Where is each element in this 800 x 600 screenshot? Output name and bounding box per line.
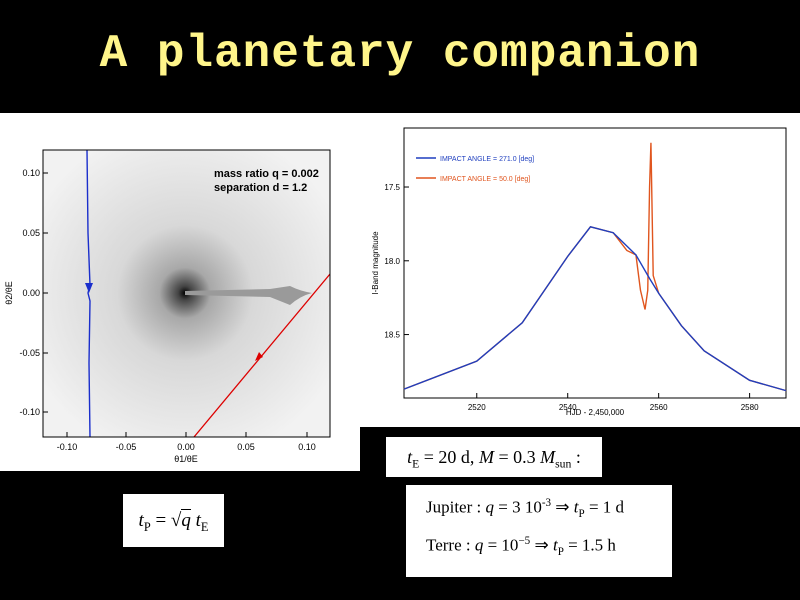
symbol-q: q <box>474 535 484 555</box>
y-tick-label: 0.00 <box>22 288 40 298</box>
y-tick-label: 18.0 <box>384 257 400 266</box>
symbol-t: t <box>407 447 413 467</box>
y-tick-label: 0.10 <box>22 168 40 178</box>
sqrt-icon: √ <box>170 510 182 531</box>
symbol-t: t <box>138 510 144 531</box>
symbol-t: t <box>195 510 201 531</box>
subscript-e: E <box>200 519 209 534</box>
slide-title: A planetary companion <box>99 28 701 80</box>
earth-line: Terre : q = 10−5 ⇒ tP = 1.5 h <box>426 535 616 558</box>
implies-arrow-icon: ⇒ <box>551 497 574 517</box>
eq-text: : <box>571 447 581 467</box>
y-tick-label: -0.05 <box>19 348 40 358</box>
y-tick-label: 17.5 <box>384 183 400 192</box>
chart-frame <box>403 127 787 399</box>
planet-label: Terre : <box>426 535 475 555</box>
subscript-sun: sun <box>555 457 572 471</box>
eq-text: = 1 d <box>584 497 625 517</box>
x-axis-label: HJD - 2,450,000 <box>566 408 625 417</box>
subscript-p: P <box>578 508 585 521</box>
x-tick-label: 0.10 <box>298 442 316 452</box>
source-track-red <box>193 273 330 437</box>
subscript-p: P <box>143 519 151 534</box>
y-axis-label: θ2/θE <box>4 281 14 305</box>
annotation-mass-ratio: mass ratio q = 0.002 <box>214 168 319 180</box>
symbol-q: q <box>485 497 495 517</box>
eq-text: = 10 <box>483 535 519 555</box>
magnification-map: mass ratio q = 0.002 separation d = 1.2 … <box>4 149 331 464</box>
eq-text: = 1.5 h <box>563 535 616 555</box>
light-curve-panel: 2520 2540 2560 2580 17.5 18.0 18.5 IMPACT ANGL… <box>360 113 800 427</box>
eq-text: = 0.3 <box>493 447 541 467</box>
annotation-separation: separation d = 1.2 <box>214 182 307 194</box>
legend-label: IMPACT ANGLE = 50.0 [deg] <box>440 176 530 183</box>
x-tick-label: -0.10 <box>57 442 78 452</box>
exponent: −5 <box>518 535 531 547</box>
exponent: -3 <box>541 497 552 509</box>
eq-text: = 3 10 <box>494 497 542 517</box>
jupiter-line: Jupiter : q = 3 10-3 ⇒ tP = 1 d <box>426 497 624 520</box>
x-axis-label: θ1/θE <box>174 454 198 464</box>
symbol-m: M <box>478 447 494 467</box>
x-tick-label: 2580 <box>741 403 759 412</box>
y-tick-label: 18.5 <box>384 331 400 340</box>
series-line <box>403 226 787 392</box>
x-tick-label: 2540 <box>559 403 577 412</box>
legend-label: IMPACT ANGLE = 271.0 [deg] <box>440 156 534 163</box>
eq-text: = <box>150 510 171 531</box>
track-arrow-icon <box>85 283 93 293</box>
x-tick-label: 2560 <box>650 403 668 412</box>
magnification-map-panel: mass ratio q = 0.002 separation d = 1.2 … <box>0 113 360 471</box>
planet-label: Jupiter : <box>426 497 486 517</box>
planet-time-formula-box: tP = √q tE <box>123 494 224 547</box>
planetary-caustic <box>185 286 312 305</box>
track-arrow-icon <box>255 352 263 361</box>
symbol-t: t <box>552 535 558 555</box>
y-axis-label: I-Band magnitude <box>371 231 380 295</box>
einstein-time-box: tE = 20 d, M = 0.3 Msun : <box>386 437 602 477</box>
x-tick-label: 0.05 <box>237 442 255 452</box>
implies-arrow-icon: ⇒ <box>530 535 553 555</box>
symbol-q: q <box>181 509 191 531</box>
x-tick-label: 0.00 <box>177 442 195 452</box>
planet-examples-box: Jupiter : q = 3 10-3 ⇒ tP = 1 d Terre : … <box>406 485 672 577</box>
tick-marks <box>43 172 308 437</box>
source-track-blue <box>86 150 91 437</box>
y-tick-label: -0.10 <box>19 407 40 417</box>
x-tick-label: 2520 <box>468 403 486 412</box>
symbol-t: t <box>573 497 579 517</box>
subscript-p: P <box>557 546 564 559</box>
eq-text: = 20 d, <box>419 447 479 467</box>
y-tick-label: 0.05 <box>22 228 40 238</box>
x-tick-label: -0.05 <box>116 442 137 452</box>
light-curve-chart: 2520 2540 2560 2580 17.5 18.0 18.5 IMPACT ANGL… <box>371 127 787 417</box>
subscript-e: E <box>412 457 420 471</box>
